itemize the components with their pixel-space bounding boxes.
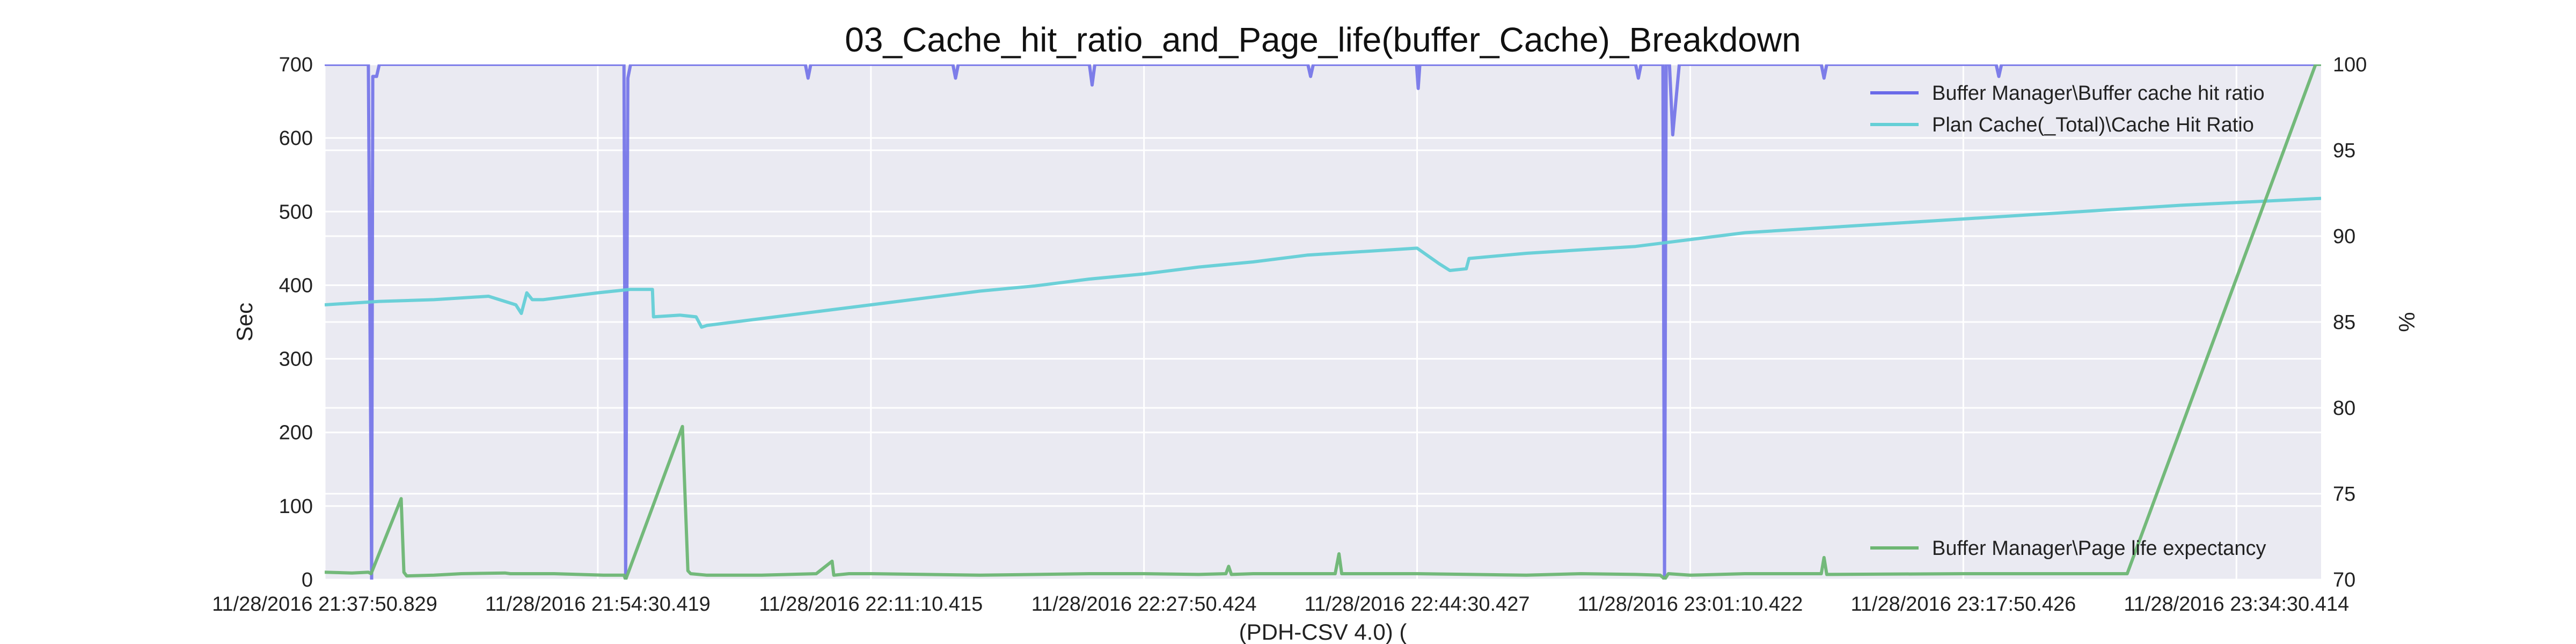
axes: 0 100 200 300 400 500 600 700 70 75 80 85 90 95 100 11/… [212,54,2367,616]
x-tick-3: 11/28/2016 22:27:50.424 [1031,593,1257,616]
y-tick-left-1: 100 [279,495,313,518]
chart-title: 03_Cache_hit_ratio_and_Page_life(buffer_… [845,20,1801,59]
y-tick-left-2: 200 [279,422,313,444]
series-plan-cache-hit-ratio [325,196,2321,329]
y-tick-right-6: 100 [2333,54,2367,76]
y-axis-title-right: % [2394,312,2419,332]
legend-bottom: Buffer Manager\Page life expectancy [1870,537,2266,560]
y-tick-right-1: 75 [2333,483,2355,506]
y-tick-right-0: 70 [2333,569,2355,591]
x-tick-1: 11/28/2016 21:54:30.419 [485,593,711,616]
legend-top: Buffer Manager\Buffer cache hit ratio Pl… [1870,82,2265,136]
y-tick-right-5: 95 [2333,140,2355,162]
y-tick-right-2: 80 [2333,397,2355,420]
y-tick-left-0: 0 [302,569,313,591]
x-tick-5: 11/28/2016 23:01:10.422 [1578,593,1803,616]
series-buffer-cache-hit-ratio [325,64,2321,580]
y-axis-title-left: Sec [232,303,257,341]
x-tick-6: 11/28/2016 23:17:50.426 [1850,593,2076,616]
series-page-life-expectancy [325,64,2321,580]
series-layer [325,64,2321,580]
legend-label-buffer-cache-hit-ratio: Buffer Manager\Buffer cache hit ratio [1932,82,2265,105]
y-tick-left-3: 300 [279,348,313,371]
y-tick-left-6: 600 [279,127,313,150]
legend-label-plan-cache-hit-ratio: Plan Cache(_Total)\Cache Hit Ratio [1932,114,2254,136]
x-tick-2: 11/28/2016 22:11:10.415 [759,593,983,616]
x-tick-7: 11/28/2016 23:34:30.414 [2124,593,2349,616]
x-tick-0: 11/28/2016 21:37:50.829 [212,593,437,616]
y-tick-left-4: 400 [279,274,313,297]
y-tick-right-4: 90 [2333,225,2355,248]
x-tick-4: 11/28/2016 22:44:30.427 [1305,593,1530,616]
y-tick-left-7: 700 [279,54,313,76]
y-tick-right-3: 85 [2333,311,2355,334]
x-axis-title: (PDH-CSV 4.0) ( [1239,619,1407,644]
legend-label-page-life-expectancy: Buffer Manager\Page life expectancy [1932,537,2266,560]
y-tick-left-5: 500 [279,201,313,223]
